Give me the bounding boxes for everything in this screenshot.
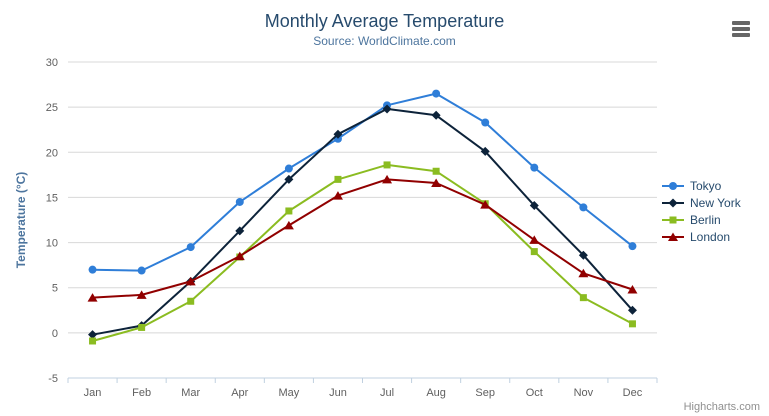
legend-item-london[interactable]: London xyxy=(661,230,741,244)
legend-item-berlin[interactable]: Berlin xyxy=(661,213,741,227)
x-axis-tick-label: Jan xyxy=(84,387,102,399)
hamburger-icon xyxy=(732,27,750,31)
circle-marker-tokyo[interactable] xyxy=(530,163,539,172)
square-marker-berlin[interactable] xyxy=(383,161,391,169)
hamburger-icon xyxy=(732,21,750,25)
diamond-marker-new-york[interactable] xyxy=(235,226,245,236)
y-axis-tick-label: 30 xyxy=(46,57,58,69)
series-line-london[interactable] xyxy=(91,178,634,299)
triangle-marker-london[interactable] xyxy=(185,276,196,286)
circle-marker-tokyo[interactable] xyxy=(432,89,441,98)
series-line-new-york[interactable] xyxy=(91,107,634,336)
circle-marker-tokyo-legend[interactable] xyxy=(669,182,677,190)
x-axis-tick-label: Aug xyxy=(426,387,446,399)
y-axis-tick-label: -5 xyxy=(48,373,58,385)
legend-item-label: Tokyo xyxy=(690,179,722,193)
square-marker-berlin[interactable] xyxy=(628,320,636,328)
triangle-marker-london[interactable] xyxy=(578,268,589,278)
y-axis-title: Temperature (°C) xyxy=(14,171,28,269)
legend-circle-icon xyxy=(662,182,684,190)
diamond-marker-new-york[interactable] xyxy=(333,129,343,139)
diamond-marker-new-york[interactable] xyxy=(284,174,294,184)
chart-subtitle: Source: WorldClimate.com xyxy=(313,34,456,48)
diamond-marker-new-york[interactable] xyxy=(578,250,588,260)
triangle-marker-london[interactable] xyxy=(627,285,638,294)
triangle-marker-london[interactable] xyxy=(382,174,393,184)
triangle-marker-london[interactable] xyxy=(283,220,294,230)
x-axis-tick-label: May xyxy=(278,387,299,399)
legend-item-label: New York xyxy=(690,196,741,210)
y-axis-tick-label: 15 xyxy=(46,192,58,204)
chart-title: Monthly Average Temperature xyxy=(264,11,505,31)
legend-item-label: Berlin xyxy=(690,213,721,227)
circle-marker-tokyo[interactable] xyxy=(186,243,195,252)
x-axis-tick-label: Mar xyxy=(181,387,200,399)
legend-item-new-york[interactable]: New York xyxy=(661,196,741,210)
context-menu-button[interactable] xyxy=(732,21,750,37)
square-marker-berlin[interactable] xyxy=(432,167,440,175)
legend: Tokyo New York Berlin London xyxy=(661,179,741,244)
series-line-tokyo[interactable] xyxy=(91,92,634,272)
x-axis-tick-label: Dec xyxy=(623,387,643,399)
diamond-marker-new-york[interactable] xyxy=(88,330,98,340)
credits-link[interactable]: Highcharts.com xyxy=(683,401,760,413)
square-marker-berlin[interactable] xyxy=(530,248,538,256)
diamond-marker-new-york[interactable] xyxy=(382,104,392,114)
hamburger-icon xyxy=(732,33,750,37)
y-axis-tick-label: 20 xyxy=(46,147,58,159)
y-axis-tick-label: 10 xyxy=(46,238,58,250)
y-axis-tick-label: 0 xyxy=(52,328,58,340)
x-axis-tick-label: Jun xyxy=(329,387,347,399)
triangle-marker-london[interactable] xyxy=(480,200,491,209)
x-axis-tick-label: Nov xyxy=(574,387,594,399)
triangle-marker-london[interactable] xyxy=(332,191,343,200)
circle-marker-tokyo[interactable] xyxy=(628,242,637,251)
x-axis-tick-label: Feb xyxy=(132,387,151,399)
series-line-berlin[interactable] xyxy=(91,163,634,342)
triangle-marker-london[interactable] xyxy=(529,235,540,244)
square-marker-berlin[interactable] xyxy=(579,294,587,302)
triangle-marker-london[interactable] xyxy=(234,251,245,261)
diamond-marker-new-york[interactable] xyxy=(627,305,637,315)
circle-marker-tokyo[interactable] xyxy=(88,265,97,274)
square-marker-berlin[interactable] xyxy=(334,175,342,183)
legend-square-icon xyxy=(662,216,684,224)
circle-marker-tokyo[interactable] xyxy=(137,266,146,275)
square-marker-berlin[interactable] xyxy=(187,297,195,305)
diamond-marker-new-york[interactable] xyxy=(431,110,441,120)
y-axis-tick-label: 25 xyxy=(46,102,58,114)
square-marker-berlin[interactable] xyxy=(89,337,97,345)
diamond-marker-new-york[interactable] xyxy=(529,201,539,211)
triangle-marker-london-legend[interactable] xyxy=(668,232,678,242)
square-marker-berlin[interactable] xyxy=(285,207,293,215)
x-axis-tick-label: Oct xyxy=(526,387,543,399)
diamond-marker-new-york[interactable] xyxy=(480,146,490,156)
legend-item-tokyo[interactable]: Tokyo xyxy=(661,179,741,193)
legend-triangle-icon xyxy=(662,232,684,242)
circle-marker-tokyo[interactable] xyxy=(481,118,490,127)
triangle-marker-london[interactable] xyxy=(136,290,147,299)
x-axis-tick-label: Sep xyxy=(475,387,495,399)
circle-marker-tokyo[interactable] xyxy=(579,203,588,212)
circle-marker-tokyo[interactable] xyxy=(284,164,293,173)
circle-marker-tokyo[interactable] xyxy=(235,197,244,206)
square-marker-berlin[interactable] xyxy=(138,323,146,331)
square-marker-berlin-legend[interactable] xyxy=(669,216,677,224)
triangle-marker-london[interactable] xyxy=(431,178,442,187)
y-axis-tick-label: 5 xyxy=(52,283,58,295)
x-axis-tick-label: Jul xyxy=(380,387,394,399)
triangle-marker-london[interactable] xyxy=(87,293,98,302)
legend-diamond-icon xyxy=(662,198,684,208)
legend-item-label: London xyxy=(690,230,731,244)
x-axis-tick-label: Apr xyxy=(231,387,248,399)
diamond-marker-new-york-legend[interactable] xyxy=(668,198,678,208)
